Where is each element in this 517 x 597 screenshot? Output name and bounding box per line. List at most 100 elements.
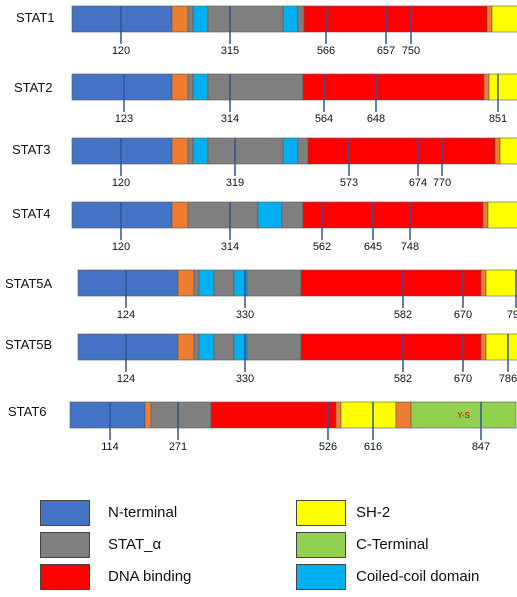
tick-label: 315 — [221, 45, 239, 57]
segment-sh2 — [485, 269, 517, 297]
segment-orange — [177, 333, 195, 361]
legend-swatch-n-terminal — [40, 500, 90, 526]
tick-label: 770 — [433, 177, 451, 189]
segment-orange — [335, 401, 342, 429]
segment-orange — [144, 401, 152, 429]
tick-label: 657 — [377, 45, 395, 57]
row-label-stat1: STAT1 — [16, 10, 55, 25]
legend-swatch-stat-alpha — [40, 532, 90, 558]
segment-orange — [395, 401, 412, 429]
domain-row-stat5b: Y-S124330582670786 — [77, 333, 517, 385]
tick-label: 616 — [364, 441, 382, 453]
segment-sh2 — [488, 73, 517, 101]
domain-row-stat6: Y-S 114 271 526 616 847 — [69, 401, 517, 453]
segment-dna-binding — [302, 73, 485, 101]
segment-orange — [171, 137, 189, 165]
segment-orange — [171, 201, 189, 229]
legend-label-dna-binding: DNA binding — [108, 568, 192, 585]
segment-orange — [177, 269, 195, 297]
tick-label: 670 — [454, 373, 472, 385]
legend-swatch-c-terminal — [296, 532, 346, 558]
tick-label: 114 — [101, 441, 119, 453]
tick-label: 330 — [236, 309, 254, 321]
segment-dna-binding — [300, 333, 482, 361]
segment-stat-alpha — [213, 269, 235, 297]
tick-label: 748 — [401, 241, 419, 253]
segment-n-terminal — [77, 333, 179, 361]
segment-coiled-coil — [282, 5, 299, 33]
tick-label: 670 — [454, 309, 472, 321]
tick-label: 314 — [221, 241, 239, 253]
segment-coiled-coil — [198, 269, 215, 297]
segment-coiled-coil — [282, 137, 299, 165]
tick-label: 648 — [367, 113, 385, 125]
segment-stat-alpha — [193, 333, 200, 361]
segment-stat-alpha — [150, 401, 212, 429]
legend-label-sh2: SH-2 — [356, 504, 391, 521]
domain-row-stat4: Y-S120314562645748 — [71, 201, 517, 253]
tick-label: 582 — [394, 373, 412, 385]
segment-coiled-coil — [257, 201, 283, 229]
domain-row-stat5a: Y-S124330582670794 — [77, 269, 517, 321]
segment-dna-binding — [303, 5, 488, 33]
segment-stat-alpha — [281, 201, 304, 229]
legend-swatch-sh2 — [296, 500, 346, 526]
segment-orange — [483, 73, 490, 101]
legend-label-coiled-coil: Coiled-coil domain — [356, 568, 480, 585]
segment-c-terminal — [410, 401, 517, 429]
segment-n-terminal — [69, 401, 146, 429]
tick-label: 566 — [317, 45, 335, 57]
segment-stat-alpha — [246, 333, 302, 361]
legend-label-c-terminal: C-Terminal — [356, 536, 429, 553]
segment-n-terminal — [71, 5, 173, 33]
segment-n-terminal — [77, 269, 179, 297]
tick-label: 562 — [313, 241, 331, 253]
segment-n-terminal — [71, 137, 173, 165]
tick-label: 582 — [394, 309, 412, 321]
segment-dna-binding — [302, 201, 484, 229]
tick-label: 120 — [112, 241, 130, 253]
segment-coiled-coil — [192, 73, 209, 101]
segment-stat-alpha — [297, 137, 309, 165]
tick-label: 330 — [236, 373, 254, 385]
segment-stat-alpha — [187, 73, 194, 101]
tick-label: 120 — [112, 45, 130, 57]
segment-sh2 — [340, 401, 397, 429]
legend-label-stat-alpha: STAT_α — [108, 536, 162, 553]
segment-stat-alpha — [187, 201, 259, 229]
tick-label: 526 — [319, 441, 337, 453]
segment-dna-binding — [307, 137, 496, 165]
segment-stat-alpha — [207, 5, 284, 33]
tick-label: 319 — [226, 177, 244, 189]
tick-label: 123 — [115, 113, 133, 125]
tick-label: 564 — [315, 113, 333, 125]
segment-orange — [480, 269, 487, 297]
segment-orange — [486, 5, 493, 33]
tick-label: 645 — [364, 241, 382, 253]
segment-stat-alpha — [213, 333, 235, 361]
segment-orange — [494, 137, 501, 165]
row-label-stat5b: STAT5B — [5, 337, 53, 352]
segment-stat-alpha — [187, 5, 194, 33]
row-label-stat2: STAT2 — [14, 80, 53, 95]
segment-n-terminal — [71, 201, 173, 229]
tick-label: 750 — [402, 45, 420, 57]
segment-orange — [171, 5, 189, 33]
tick-label: 786 — [499, 373, 517, 385]
tick-label: 124 — [117, 373, 135, 385]
row-label-stat3: STAT3 — [12, 142, 51, 157]
segment-stat-alpha — [207, 137, 284, 165]
tick-label: 847 — [472, 441, 490, 453]
segment-coiled-coil — [192, 5, 209, 33]
segment-coiled-coil — [192, 137, 209, 165]
tick-label: 851 — [489, 113, 507, 125]
segment-stat-alpha — [187, 137, 194, 165]
segment-orange — [171, 73, 189, 101]
segment-stat-alpha — [297, 5, 305, 33]
tick-label: 314 — [221, 113, 239, 125]
segment-sh2 — [485, 333, 517, 361]
tick-label: 674 — [409, 177, 427, 189]
segment-coiled-coil — [198, 333, 215, 361]
